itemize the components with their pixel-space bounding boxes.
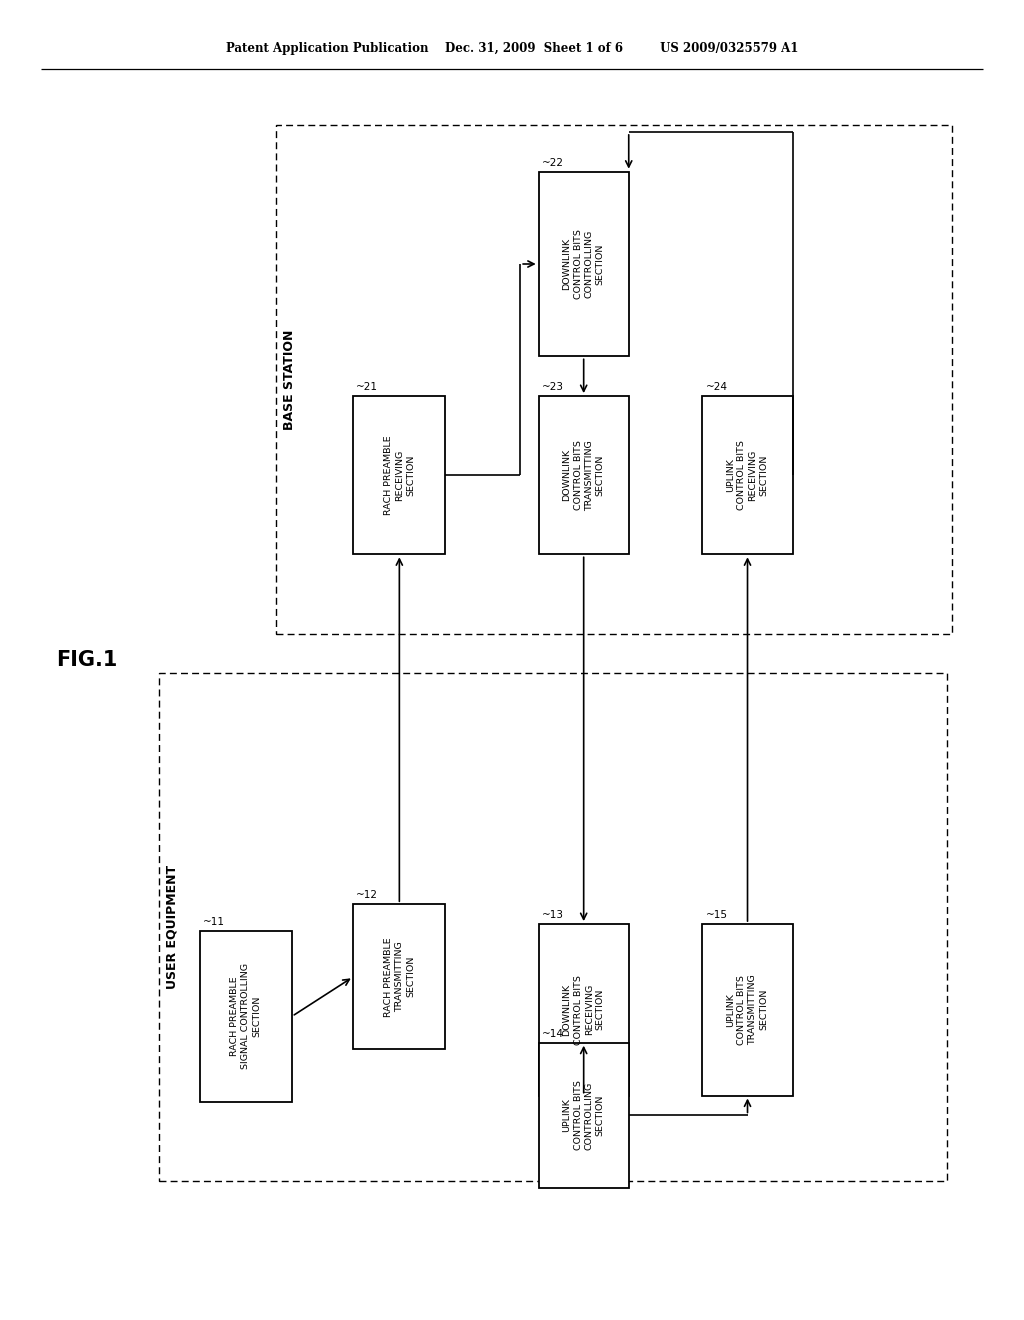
Text: ~14: ~14 xyxy=(542,1028,563,1039)
Text: ~24: ~24 xyxy=(706,381,727,392)
Text: ~13: ~13 xyxy=(542,909,563,920)
Text: DOWNLINK
CONTROL BITS
TRANSMITTING
SECTION: DOWNLINK CONTROL BITS TRANSMITTING SECTI… xyxy=(562,440,605,511)
Bar xyxy=(539,924,629,1096)
Text: ~12: ~12 xyxy=(356,890,378,900)
Text: UPLINK
CONTROL BITS
TRANSMITTING
SECTION: UPLINK CONTROL BITS TRANSMITTING SECTION xyxy=(726,974,769,1045)
Text: UPLINK
CONTROL BITS
RECEIVING
SECTION: UPLINK CONTROL BITS RECEIVING SECTION xyxy=(726,441,769,510)
Bar xyxy=(159,673,947,1181)
Bar xyxy=(200,931,292,1102)
Bar xyxy=(539,1043,629,1188)
Bar xyxy=(539,396,629,554)
Text: ~23: ~23 xyxy=(542,381,563,392)
Text: RACH PREAMBLE
TRANSMITTING
SECTION: RACH PREAMBLE TRANSMITTING SECTION xyxy=(384,937,415,1016)
Bar xyxy=(353,904,445,1049)
Text: ~21: ~21 xyxy=(356,381,378,392)
Text: BASE STATION: BASE STATION xyxy=(284,329,296,430)
Text: RACH PREAMBLE
RECEIVING
SECTION: RACH PREAMBLE RECEIVING SECTION xyxy=(384,436,415,515)
Bar xyxy=(539,172,629,356)
Bar xyxy=(276,125,952,634)
Bar xyxy=(353,396,445,554)
Text: RACH PREAMBLE
SIGNAL CONTROLLING
SECTION: RACH PREAMBLE SIGNAL CONTROLLING SECTION xyxy=(230,964,261,1069)
Text: ~15: ~15 xyxy=(706,909,727,920)
Text: Patent Application Publication    Dec. 31, 2009  Sheet 1 of 6         US 2009/03: Patent Application Publication Dec. 31, … xyxy=(226,42,798,55)
Bar xyxy=(702,396,793,554)
Text: DOWNLINK
CONTROL BITS
CONTROLLING
SECTION: DOWNLINK CONTROL BITS CONTROLLING SECTIO… xyxy=(562,230,605,298)
Text: ~11: ~11 xyxy=(203,916,224,927)
Text: UPLINK
CONTROL BITS
CONTROLLING
SECTION: UPLINK CONTROL BITS CONTROLLING SECTION xyxy=(562,1081,605,1150)
Text: USER EQUIPMENT: USER EQUIPMENT xyxy=(166,865,178,990)
Text: FIG.1: FIG.1 xyxy=(56,649,118,671)
Text: ~22: ~22 xyxy=(542,157,563,168)
Bar xyxy=(702,924,793,1096)
Text: DOWNLINK
CONTROL BITS
RECEIVING
SECTION: DOWNLINK CONTROL BITS RECEIVING SECTION xyxy=(562,975,605,1044)
